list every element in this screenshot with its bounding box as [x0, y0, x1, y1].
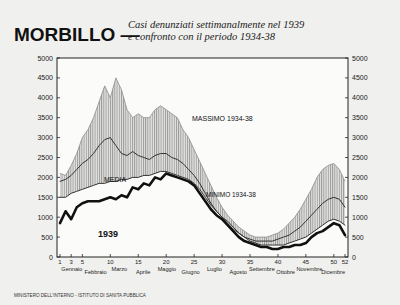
month-label: Gennaio — [61, 266, 82, 272]
x-tick-label: 52 — [342, 259, 349, 265]
series-label: MINIMO 1934-38 — [206, 191, 256, 198]
x-tick — [277, 254, 278, 257]
y-tick-label: 3000 — [37, 134, 53, 141]
y-tick-label: 4000 — [37, 94, 53, 101]
y2-tick-label: 3500 — [352, 114, 368, 121]
y2-tick — [345, 157, 348, 158]
month-label: Novembre — [296, 266, 322, 272]
y-tick — [57, 177, 60, 178]
series-line — [60, 173, 345, 249]
x-tick-label: 20 — [163, 259, 170, 265]
title: MORBILLO — — [14, 24, 140, 45]
y-tick — [57, 77, 60, 78]
month-label: Giugno — [182, 269, 200, 275]
y2-tick-label: 1000 — [352, 214, 368, 221]
x-tick — [305, 254, 306, 257]
y2-tick-label: 4500 — [352, 74, 368, 81]
x-tick — [110, 254, 111, 257]
y2-tick-label: 500 — [352, 234, 364, 241]
x-tick — [194, 254, 195, 257]
x-tick — [60, 254, 61, 257]
series-label: MEDIA — [104, 176, 127, 183]
y-tick-label: 3500 — [37, 114, 53, 121]
x-tick-label: 30 — [219, 259, 226, 265]
y2-tick — [345, 58, 348, 59]
y2-tick — [345, 217, 348, 218]
y-tick-label: 1000 — [37, 214, 53, 221]
x-tick — [222, 254, 223, 257]
y-tick-label: 2000 — [37, 174, 53, 181]
y-tick-label: 500 — [41, 234, 53, 241]
x-tick — [345, 254, 346, 257]
y-tick-label: 4500 — [37, 74, 53, 81]
y2-tick — [345, 137, 348, 138]
y-tick-label: 0 — [49, 254, 53, 261]
plot-frame — [57, 58, 348, 257]
y2-tick-label: 5000 — [352, 55, 368, 62]
y2-tick-label: 2000 — [352, 174, 368, 181]
y2-tick-label: 0 — [352, 254, 356, 261]
x-tick-label: 15 — [135, 259, 142, 265]
data-group — [60, 78, 345, 249]
x-tick — [166, 254, 167, 257]
y-tick — [57, 217, 60, 218]
y-tick — [57, 237, 60, 238]
y-tick-label: 5000 — [37, 55, 53, 62]
y2-tick — [345, 177, 348, 178]
footer: MINISTERO DELL'INTERNO - ISTITUTO DI SAN… — [14, 293, 147, 298]
x-tick — [71, 254, 72, 257]
month-label: Marzo — [112, 266, 128, 272]
x-tick-label: 45 — [303, 259, 310, 265]
month-label: Ottobre — [276, 269, 295, 275]
x-tick-label: 50 — [330, 259, 337, 265]
subtitle: e confronto con il periodo 1934-38 — [128, 31, 276, 42]
month-label: Dicembre — [321, 269, 345, 275]
month-label: Febbraio — [85, 269, 107, 275]
range-band — [60, 78, 345, 245]
subtitle: Casi denunziati settimanalmente nel 1939 — [128, 19, 305, 30]
x-tick-label: 3 — [70, 259, 74, 265]
y2-tick — [345, 77, 348, 78]
chart: MORBILLO —Casi denunziati settimanalment… — [0, 0, 400, 305]
month-label: Agosto — [229, 269, 246, 275]
series-label: 1939 — [98, 229, 118, 239]
y-tick — [57, 97, 60, 98]
month-label: Aprile — [136, 269, 150, 275]
max-line — [60, 78, 345, 237]
series-label: MASSIMO 1934-38 — [192, 115, 253, 122]
x-tick — [82, 254, 83, 257]
x-tick-label: 1 — [58, 259, 62, 265]
y2-tick — [345, 97, 348, 98]
month-label: Settembre — [249, 266, 275, 272]
x-tick-label: 5 — [81, 259, 85, 265]
x-tick-label: 35 — [247, 259, 254, 265]
y2-tick — [345, 117, 348, 118]
y-tick — [57, 157, 60, 158]
month-label: Luglio — [207, 266, 222, 272]
background — [0, 0, 400, 305]
y2-tick-label: 1500 — [352, 194, 368, 201]
y-tick — [57, 257, 60, 258]
y-tick-label: 2500 — [37, 154, 53, 161]
x-tick-label: 10 — [107, 259, 114, 265]
y2-tick-label: 3000 — [352, 134, 368, 141]
y2-tick-label: 2500 — [352, 154, 368, 161]
y2-tick-label: 4000 — [352, 94, 368, 101]
y-tick — [57, 58, 60, 59]
x-tick-label: 25 — [191, 259, 198, 265]
x-tick — [333, 254, 334, 257]
y-tick-label: 1500 — [37, 194, 53, 201]
series-line — [60, 138, 345, 241]
y2-tick — [345, 237, 348, 238]
x-tick — [138, 254, 139, 257]
y2-tick — [345, 197, 348, 198]
x-tick-label: 40 — [275, 259, 282, 265]
x-tick — [250, 254, 251, 257]
y-tick — [57, 117, 60, 118]
y-tick — [57, 137, 60, 138]
y2-tick — [345, 257, 348, 258]
month-label: Maggio — [158, 266, 176, 272]
series-line — [60, 171, 345, 245]
